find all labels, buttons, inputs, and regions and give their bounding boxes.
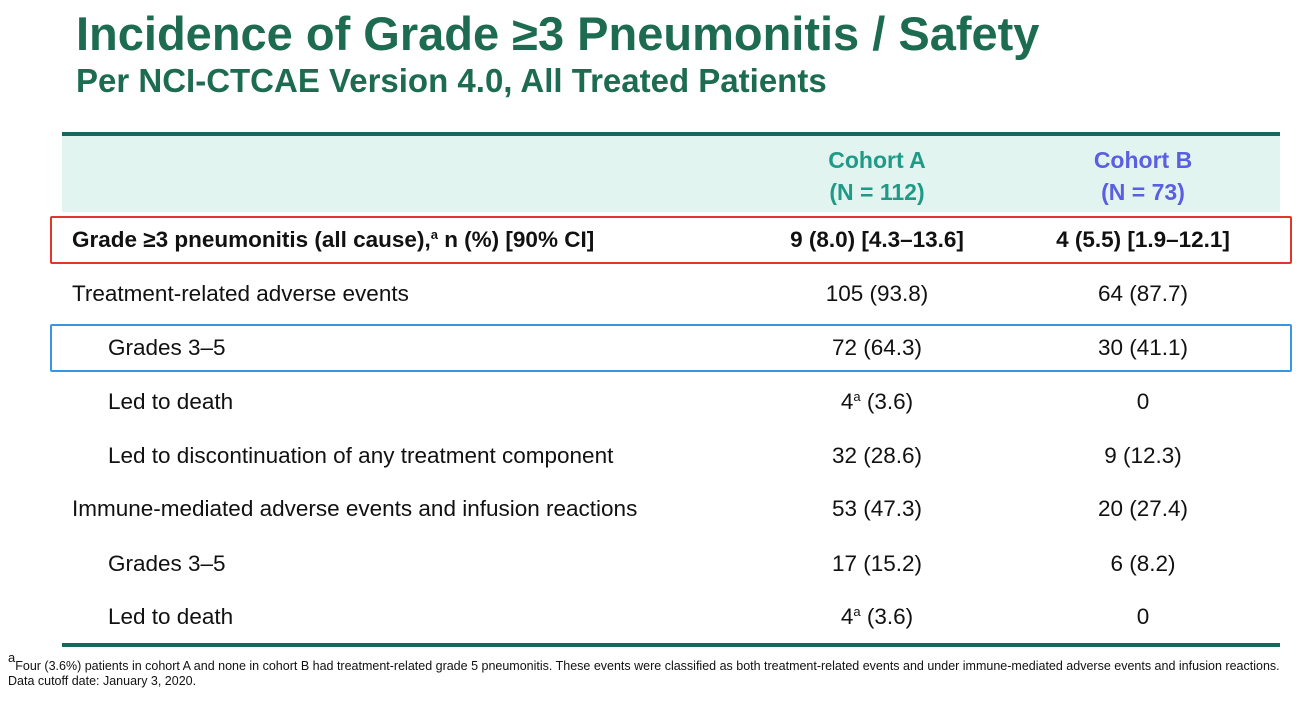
- text: 17 (15.2): [831, 551, 923, 576]
- text: (3.6): [860, 389, 914, 414]
- cell-value: 0: [1013, 602, 1273, 632]
- cell-value: 17 (15.2): [747, 549, 1007, 579]
- highlight-box: [50, 216, 1292, 264]
- text: 4: [840, 389, 854, 414]
- footnote-line: aFour (3.6%) patients in cohort A and no…: [8, 651, 1298, 674]
- cell-value: 9 (12.3): [1013, 441, 1273, 471]
- text: 20 (27.4): [1097, 496, 1189, 521]
- cell-value: 53 (47.3): [747, 494, 1007, 524]
- text: 4 (5.5) [1.9–12.1]: [1056, 227, 1230, 252]
- text: Treatment-related adverse events: [72, 281, 409, 306]
- title: Incidence of Grade ≥3 Pneumonitis / Safe…: [76, 7, 1040, 60]
- text: 72 (64.3): [831, 335, 923, 360]
- text: Led to death: [108, 604, 234, 629]
- superscript: a: [853, 604, 861, 619]
- bottom-rule: [62, 643, 1280, 647]
- text: n (%) [90% CI]: [437, 227, 595, 252]
- top-rule: [62, 132, 1280, 136]
- text: Data cutoff date: January 3, 2020.: [8, 674, 197, 688]
- cell-value: 105 (93.8): [747, 279, 1007, 309]
- column-header: Cohort B (N = 73): [1013, 144, 1273, 208]
- footnote-line: Data cutoff date: January 3, 2020.: [8, 674, 1298, 689]
- text: Grades 3–5: [108, 335, 226, 360]
- cell-value: 32 (28.6): [747, 441, 1007, 471]
- row-label: Led to death: [108, 602, 233, 632]
- row-label: Immune-mediated adverse events and infus…: [72, 494, 637, 524]
- column-name: Cohort A: [828, 147, 926, 173]
- row-label: Treatment-related adverse events: [72, 279, 409, 309]
- row-label: Led to death: [108, 387, 233, 417]
- header-background: [62, 136, 1280, 212]
- superscript: a: [8, 650, 16, 665]
- superscript: a: [430, 227, 438, 242]
- text: Led to death: [108, 389, 234, 414]
- cell-value: 4a (3.6): [747, 387, 1007, 417]
- text: Four (3.6%) patients in cohort A and non…: [15, 659, 1280, 673]
- column-header: Cohort A (N = 112): [747, 144, 1007, 208]
- text: Grades 3–5: [108, 551, 226, 576]
- text: 30 (41.1): [1097, 335, 1189, 360]
- cell-value: 64 (87.7): [1013, 279, 1273, 309]
- text: 6 (8.2): [1110, 551, 1176, 576]
- cell-value: 72 (64.3): [747, 333, 1007, 363]
- column-count: (N = 73): [1101, 179, 1185, 205]
- text: 105 (93.8): [825, 281, 929, 306]
- subtitle: Per NCI-CTCAE Version 4.0, All Treated P…: [76, 62, 827, 99]
- footnote: aFour (3.6%) patients in cohort A and no…: [8, 651, 1298, 689]
- superscript: a: [853, 389, 861, 404]
- text: Led to discontinuation of any treatment …: [108, 443, 614, 468]
- cell-value: 4 (5.5) [1.9–12.1]: [1013, 225, 1273, 255]
- text: 9 (8.0) [4.3–13.6]: [790, 227, 964, 252]
- row-label: Grade ≥3 pneumonitis (all cause),a n (%)…: [72, 225, 594, 255]
- highlight-box: [50, 324, 1292, 372]
- cell-value: 6 (8.2): [1013, 549, 1273, 579]
- text: 32 (28.6): [831, 443, 923, 468]
- cell-value: 20 (27.4): [1013, 494, 1273, 524]
- text: Grade ≥3 pneumonitis (all cause),: [72, 227, 431, 252]
- cell-value: 0: [1013, 387, 1273, 417]
- text: (3.6): [860, 604, 914, 629]
- text: 4: [840, 604, 854, 629]
- text: 9 (12.3): [1104, 443, 1182, 468]
- text: 0: [1136, 604, 1150, 629]
- text: 64 (87.7): [1097, 281, 1189, 306]
- cell-value: 30 (41.1): [1013, 333, 1273, 363]
- text: 53 (47.3): [831, 496, 923, 521]
- cell-value: 9 (8.0) [4.3–13.6]: [747, 225, 1007, 255]
- row-label: Grades 3–5: [108, 549, 226, 579]
- row-label: Led to discontinuation of any treatment …: [108, 441, 613, 471]
- column-count: (N = 112): [829, 179, 925, 205]
- text: Immune-mediated adverse events and infus…: [72, 496, 638, 521]
- text: 0: [1136, 389, 1150, 414]
- row-label: Grades 3–5: [108, 333, 226, 363]
- cell-value: 4a (3.6): [747, 602, 1007, 632]
- column-name: Cohort B: [1093, 147, 1193, 173]
